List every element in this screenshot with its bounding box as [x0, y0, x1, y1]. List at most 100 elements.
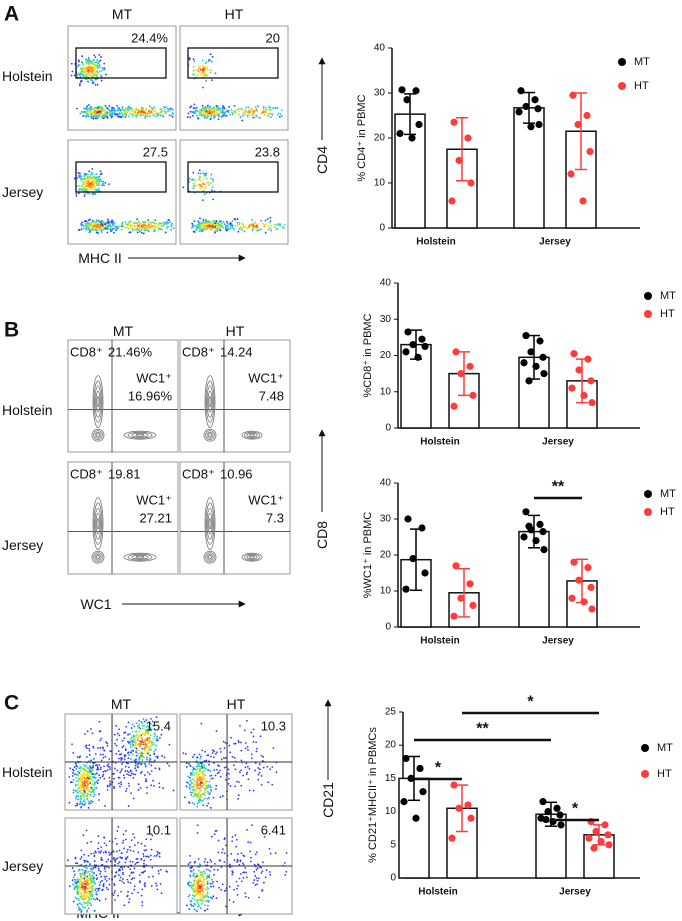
- event-dot: [166, 107, 169, 110]
- flow-plot: 24.4%: [67, 25, 177, 131]
- y-axis-label: % CD4⁺ in PBMC: [356, 94, 368, 181]
- event-dot: [220, 758, 223, 761]
- legend-label: HT: [660, 506, 675, 518]
- event-dot: [240, 228, 243, 231]
- event-dot: [92, 866, 95, 869]
- event-dot: [199, 68, 202, 71]
- event-dot: [76, 789, 78, 792]
- event-dot: [138, 719, 141, 722]
- event-dot: [266, 765, 269, 768]
- event-dot: [152, 225, 154, 227]
- event-dot: [252, 881, 255, 884]
- event-dot: [192, 885, 195, 888]
- event-dot: [248, 112, 250, 115]
- event-dot: [78, 767, 81, 770]
- event-dot: [195, 899, 198, 902]
- event-dot: [83, 174, 86, 177]
- event-dot: [202, 786, 205, 789]
- event-dot: [73, 878, 76, 881]
- event-dot: [76, 107, 79, 110]
- event-dot: [169, 221, 172, 224]
- event-dot: [191, 778, 194, 781]
- event-dot: [102, 109, 104, 112]
- event-dot: [73, 870, 75, 873]
- event-dot: [260, 783, 263, 786]
- event-dot: [130, 108, 133, 111]
- data-point: [587, 583, 595, 592]
- event-dot: [189, 791, 192, 794]
- event-dot: [252, 226, 255, 229]
- event-dot: [242, 223, 245, 226]
- event-dot: [157, 870, 160, 872]
- event-dot: [145, 751, 148, 754]
- event-dot: [97, 178, 100, 181]
- event-dot: [70, 74, 73, 77]
- event-dot: [255, 851, 258, 854]
- event-dot: [81, 897, 84, 900]
- event-dot: [202, 899, 205, 902]
- event-dot: [97, 842, 100, 845]
- y-tick-label: 15: [385, 773, 397, 784]
- event-dot: [135, 722, 138, 725]
- event-dot: [91, 168, 94, 170]
- event-dot: [196, 783, 198, 786]
- event-dot: [223, 852, 226, 855]
- event-dot: [85, 224, 88, 226]
- event-dot: [206, 780, 208, 783]
- event-dot: [125, 838, 127, 841]
- event-dot: [103, 749, 106, 752]
- event-dot: [82, 834, 85, 836]
- event-dot: [90, 176, 93, 179]
- event-dot: [91, 790, 94, 793]
- event-dot: [139, 230, 141, 233]
- event-dot: [204, 72, 207, 74]
- contour: [241, 552, 263, 562]
- event-dot: [239, 116, 242, 119]
- event-dot: [80, 175, 82, 177]
- gate: [187, 161, 279, 193]
- event-dot: [74, 896, 77, 899]
- event-dot: [130, 871, 133, 874]
- event-dot: [274, 852, 277, 855]
- event-dot: [119, 869, 121, 872]
- event-dot: [133, 737, 135, 740]
- event-dot: [96, 225, 99, 228]
- event-dot: [137, 109, 140, 112]
- event-dot: [157, 227, 160, 230]
- event-dot: [83, 896, 86, 898]
- event-dot: [81, 905, 84, 908]
- event-dot: [90, 786, 93, 789]
- y-axis-label: CD4: [314, 146, 330, 174]
- event-dot: [244, 747, 247, 750]
- event-dot: [204, 858, 207, 861]
- event-dot: [207, 225, 209, 228]
- event-dot: [89, 105, 92, 108]
- event-dot: [94, 850, 97, 853]
- event-dot: [144, 739, 147, 741]
- event-dot: [98, 869, 100, 872]
- event-dot: [236, 222, 239, 225]
- event-dot: [210, 755, 213, 758]
- event-dot: [99, 739, 101, 742]
- event-dot: [76, 73, 79, 76]
- event-dot: [192, 786, 195, 789]
- event-dot: [255, 868, 258, 871]
- contour: [93, 380, 103, 423]
- event-dot: [204, 872, 207, 875]
- event-dot: [201, 109, 203, 112]
- event-dot: [208, 112, 211, 115]
- event-dot: [107, 221, 110, 224]
- event-dot: [129, 868, 132, 871]
- event-dot: [158, 786, 161, 789]
- event-dot: [134, 746, 137, 749]
- event-dot: [192, 178, 194, 181]
- data-point: [421, 569, 429, 577]
- event-dot: [129, 733, 131, 735]
- event-dot: [136, 752, 139, 755]
- event-dot: [196, 794, 199, 797]
- event-dot: [192, 868, 195, 871]
- event-dot: [208, 221, 211, 223]
- event-dot: [87, 854, 90, 857]
- event-dot: [270, 225, 273, 227]
- event-dot: [204, 187, 207, 190]
